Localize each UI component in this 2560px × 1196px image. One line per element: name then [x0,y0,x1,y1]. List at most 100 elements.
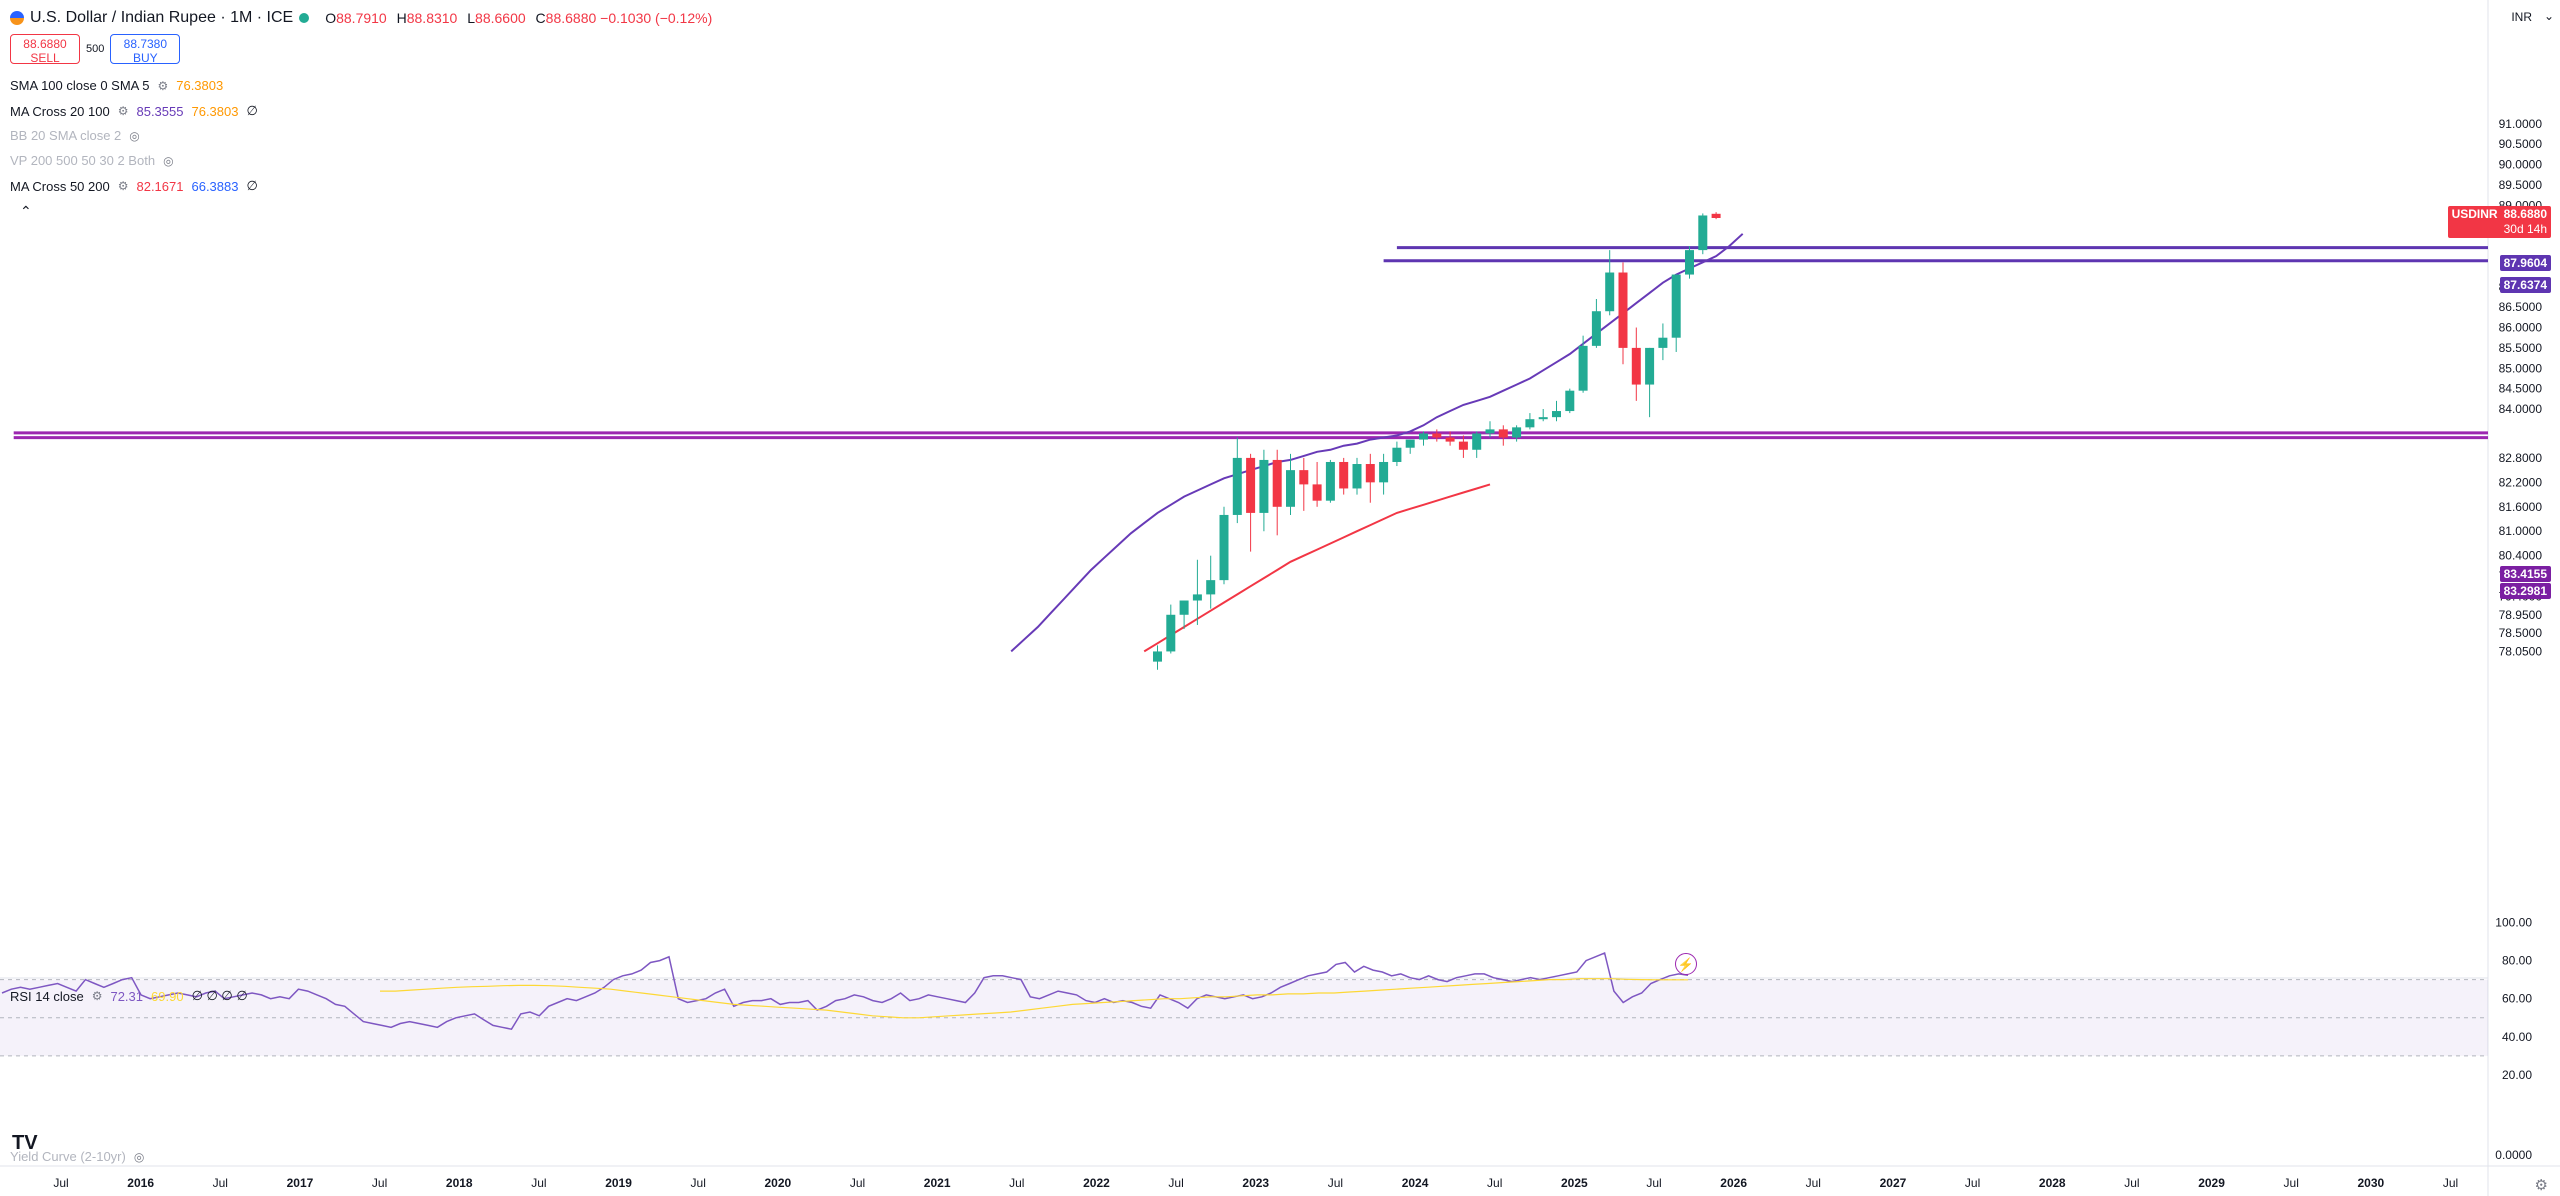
indicator-yield-curve[interactable]: Yield Curve (2-10yr) ◎ [10,1149,145,1164]
candle-body [1552,411,1561,418]
symbol-title[interactable]: U.S. Dollar / Indian Rupee · 1M · ICE [30,9,294,26]
indicator-vp[interactable]: VP 200 500 50 30 2 Both ◎ [10,153,174,168]
time-tick-label: Jul [1965,1176,1980,1190]
indicator-ma-cross-50-200[interactable]: MA Cross 50 200 ⚙ 82.1671 66.3883 ∅ [10,178,258,194]
time-tick-label: 2028 [2039,1176,2066,1190]
price-tick-label: 81.0000 [2499,524,2543,538]
time-tick-label: 2022 [1083,1176,1110,1190]
candle-body [1445,437,1455,442]
price-tick-label: 81.6000 [2499,500,2543,514]
level-tag: 87.6374 [2499,277,2551,293]
candle [1605,250,1615,316]
buy-button[interactable]: 88.7380 BUY [110,34,181,65]
candle [1591,299,1601,348]
time-tick-label: Jul [213,1176,228,1190]
candles [1153,212,1721,670]
time-tick-label: 2026 [1720,1176,1747,1190]
currency-label[interactable]: INR [2511,10,2532,24]
candle [1325,459,1335,503]
candle [1419,431,1428,446]
rsi-tick-label: 100.00 [2495,916,2532,930]
candle [1392,441,1402,467]
candle-body [1339,461,1349,489]
gear-icon[interactable]: ⚙ [2534,1177,2548,1194]
indicator-ma-cross-20-100[interactable]: MA Cross 20 100 ⚙ 85.3555 76.3803 ∅ [10,103,258,119]
indicator-sma100[interactable]: SMA 100 close 0 SMA 5 ⚙ 76.3803 [10,78,224,93]
candle [1658,323,1668,361]
eye-hidden-icon[interactable]: ◎ [163,153,174,168]
candle-body [1525,419,1535,428]
price-tick-label: 85.0000 [2499,361,2543,375]
lightning-icon[interactable]: ⚡ [1675,953,1697,975]
candle [1246,453,1256,552]
rsi-tick-label: 0.0000 [2495,1148,2532,1162]
collapse-legend-icon[interactable]: ⌃ [20,203,32,219]
candle [1379,453,1389,495]
settings-icon[interactable]: ⚙ [117,104,129,118]
candle-body [1591,311,1601,346]
candle [1458,435,1468,458]
time-tick-label: Jul [1168,1176,1183,1190]
settings-icon[interactable]: ⚙ [91,989,103,1003]
candle-body [1206,580,1216,595]
candle-body [1472,433,1482,450]
candle [1352,457,1362,495]
candle [1365,453,1375,503]
candle [1153,645,1162,670]
settings-icon[interactable]: ⚙ [117,179,129,193]
time-tick-label: Jul [850,1176,865,1190]
null-icon: ∅ [246,178,258,193]
candle [1552,400,1561,422]
time-tick-label: 2024 [1402,1176,1429,1190]
time-tick-label: Jul [53,1176,68,1190]
candle-body [1512,427,1522,438]
candle [1498,425,1508,446]
last-price-tag: USDINR 88.6880 30d 14h [2447,206,2551,238]
price-tick-label: 90.0000 [2499,158,2543,172]
eye-hidden-icon[interactable]: ◎ [129,128,140,143]
time-tick-label: 2030 [2357,1176,2384,1190]
candle-body [1631,347,1641,385]
candle [1618,262,1628,365]
level-tag: 83.4155 [2499,566,2551,582]
sell-button[interactable]: 88.6880 SELL [10,34,80,65]
time-tick-label: 2025 [1561,1176,1588,1190]
time-tick-label: 2019 [605,1176,632,1190]
price-tick-label: 90.5000 [2499,137,2543,151]
chevron-down-icon[interactable]: ⌄ [2543,9,2554,23]
indicator-rsi[interactable]: RSI 14 close ⚙ 72.31 69.90 ∅ ∅ ∅ ∅ [10,988,248,1004]
candle [1339,457,1349,495]
price-tick-label: 78.0500 [2499,644,2543,658]
rsi-line [1,951,1689,1031]
price-tick-label: 78.5000 [2499,626,2543,640]
candle [1565,388,1575,414]
trade-buttons: 88.6880 SELL 500 88.7380 BUY [10,34,181,65]
candle-body [1698,215,1708,251]
candle [1538,409,1548,422]
candle [1299,457,1309,511]
time-tick-label: 2023 [1242,1176,1269,1190]
time-tick-label: Jul [531,1176,546,1190]
time-tick-label: 2021 [924,1176,951,1190]
candle-body [1219,514,1229,581]
eye-hidden-icon[interactable]: ◎ [133,1149,145,1164]
time-tick-label: 2027 [1880,1176,1907,1190]
price-tick-label: 86.5000 [2499,300,2543,314]
time-tick-label: Jul [2443,1176,2458,1190]
price-axis: 91.000090.500090.000089.500089.000088.50… [2495,117,2542,1162]
candle-body [1379,461,1389,483]
candle-body [1153,651,1162,662]
candle [1512,425,1522,442]
rsi-tick-label: 60.00 [2502,992,2532,1006]
settings-icon[interactable]: ⚙ [157,78,169,93]
time-tick-label: Jul [2124,1176,2139,1190]
spread-value: 500 [86,43,105,55]
indicator-bb[interactable]: BB 20 SMA close 2 ◎ [10,128,140,143]
price-tick-label: 89.5000 [2499,178,2543,192]
ma20-line [1010,233,1744,653]
price-tick-label: 85.5000 [2499,341,2543,355]
time-tick-label: Jul [1806,1176,1821,1190]
rsi-tick-label: 20.00 [2502,1068,2532,1082]
time-tick-label: Jul [1487,1176,1502,1190]
